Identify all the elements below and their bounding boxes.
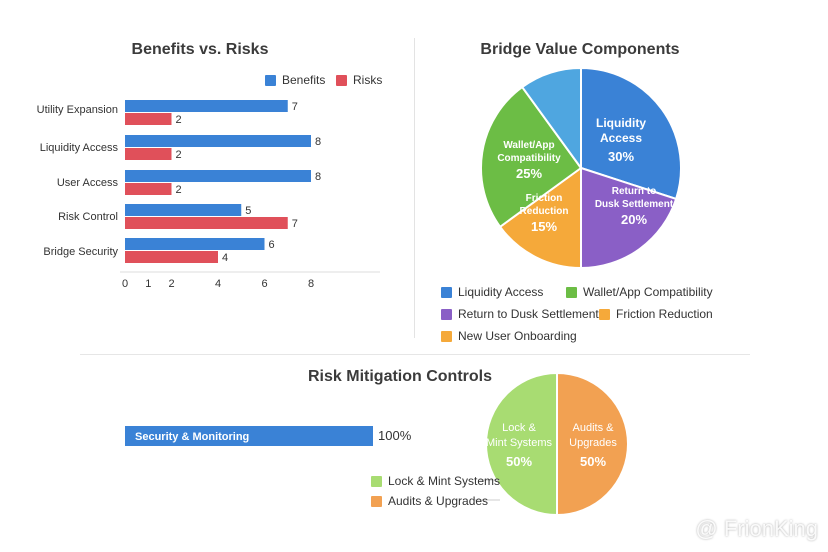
x-tick-label: 2 — [168, 278, 174, 290]
pie-slice — [580, 166, 678, 270]
legend-label: Liquidity Access — [458, 285, 544, 299]
bar-benefits — [125, 204, 242, 216]
pie-slice-label: Compatibility — [497, 153, 561, 164]
legend-friction-reduction: Friction Reduction — [599, 307, 713, 321]
x-tick-label: 8 — [308, 278, 314, 290]
legend-liquidity-access: Liquidity Access — [441, 285, 543, 299]
bar-benefits — [125, 170, 311, 182]
legend-label: Wallet/App Compatibility — [583, 285, 713, 299]
legend-swatch — [441, 330, 452, 342]
pie-slice-label: Lock & — [502, 422, 536, 434]
vertical-divider — [414, 38, 415, 338]
legend-label: Audits & Upgrades — [388, 494, 489, 508]
category-label: User Access — [56, 177, 118, 189]
pie-slice-label: Reduction — [520, 206, 569, 217]
pie-slice-percent: 30% — [608, 149, 634, 164]
legend-swatch — [371, 475, 382, 487]
pie-slice-percent: 50% — [580, 454, 606, 469]
pie-slice-label: Friction — [526, 193, 563, 204]
bar-value-label: 6 — [269, 239, 275, 251]
legend-swatch — [441, 308, 452, 320]
bar-value-label: 2 — [176, 114, 182, 126]
pie-slice — [580, 66, 682, 201]
pie-slice-label: Dusk Settlement — [595, 199, 674, 210]
pie-slice-percent: 15% — [531, 219, 557, 234]
bar-value-label: 5 — [245, 205, 251, 217]
category-label: Liquidity Access — [39, 142, 118, 154]
bar-benefits — [125, 238, 265, 250]
x-tick-label: 0 — [122, 278, 128, 290]
bar-value-label: 2 — [176, 184, 182, 196]
legend-risks: Risks — [336, 73, 382, 87]
bar-risks — [125, 251, 218, 263]
legend-swatch — [371, 495, 382, 507]
legend-audits-upgrades: Audits & Upgrades — [371, 494, 488, 508]
pie-slice-label: Wallet/App — [503, 140, 554, 151]
pie-slice-label: Access — [600, 131, 642, 145]
legend-label: Lock & Mint Systems — [388, 474, 501, 488]
bridge-value-title: Bridge Value Components — [480, 41, 680, 58]
pie-slice — [556, 371, 629, 517]
bar-value-label: 4 — [222, 252, 228, 264]
pie-slice — [480, 85, 583, 229]
bar-category-label: Security & Monitoring — [135, 431, 249, 443]
bar-value-label: 8 — [315, 171, 321, 183]
x-tick-label: 4 — [215, 278, 221, 290]
risk-mitigation-title: Risk Mitigation Controls — [308, 368, 492, 385]
category-label: Bridge Security — [43, 246, 118, 258]
category-label: Utility Expansion — [36, 104, 118, 116]
legend-wallet-app: Wallet/App Compatibility — [566, 285, 713, 299]
legend-label: Return to Dusk Settlement — [458, 307, 599, 321]
bar-benefits — [125, 135, 311, 147]
x-tick-label: 1 — [145, 278, 151, 290]
legend-label: New User Onboarding — [458, 329, 577, 343]
pie-slice-label: Return to — [612, 186, 656, 197]
bar-risks — [125, 183, 172, 195]
legend-label: Friction Reduction — [616, 307, 713, 321]
pie-slice-label: Mint Systems — [486, 437, 553, 449]
x-tick-label: 6 — [261, 278, 267, 290]
category-label: Risk Control — [58, 211, 118, 223]
pie-slice-label: Liquidity — [596, 116, 646, 130]
bar-value-label: 100% — [378, 428, 412, 443]
watermark: @ FrionKing — [695, 516, 818, 541]
bar-value-label: 7 — [292, 101, 298, 113]
legend-benefits-label: Benefits — [282, 73, 326, 87]
legend-swatch — [441, 286, 452, 298]
bar-risks — [125, 148, 172, 160]
pie-slice-percent: 20% — [621, 212, 647, 227]
legend-return-dusk: Return to Dusk Settlement — [441, 307, 599, 321]
bar-value-label: 2 — [176, 149, 182, 161]
benefits-risks-title: Benefits vs. Risks — [131, 41, 269, 58]
legend-benefits-swatch — [265, 74, 276, 86]
horizontal-divider — [80, 354, 750, 355]
pie-slice — [520, 66, 582, 172]
bar-benefits — [125, 100, 288, 112]
bar-risks — [125, 113, 172, 125]
legend-risks-swatch — [336, 74, 347, 86]
pie-slice-label: Audits & — [573, 422, 615, 434]
legend-swatch — [599, 308, 610, 320]
bar-security-monitoring — [125, 426, 373, 446]
legend-risks-label: Risks — [353, 73, 383, 87]
legend-lock-mint: Lock & Mint Systems — [371, 474, 500, 488]
pie-slice-percent: 50% — [506, 454, 532, 469]
pie-slice-label: Upgrades — [569, 437, 617, 449]
pie-slice-percent: 25% — [516, 166, 542, 181]
legend-benefits: Benefits — [265, 73, 325, 87]
bar-value-label: 8 — [315, 136, 321, 148]
pie-slice — [498, 166, 582, 270]
bar-risks — [125, 217, 288, 229]
pie-slice — [485, 371, 558, 517]
bar-value-label: 7 — [292, 218, 298, 230]
legend-swatch — [566, 286, 577, 298]
legend-new-user: New User Onboarding — [441, 329, 577, 343]
